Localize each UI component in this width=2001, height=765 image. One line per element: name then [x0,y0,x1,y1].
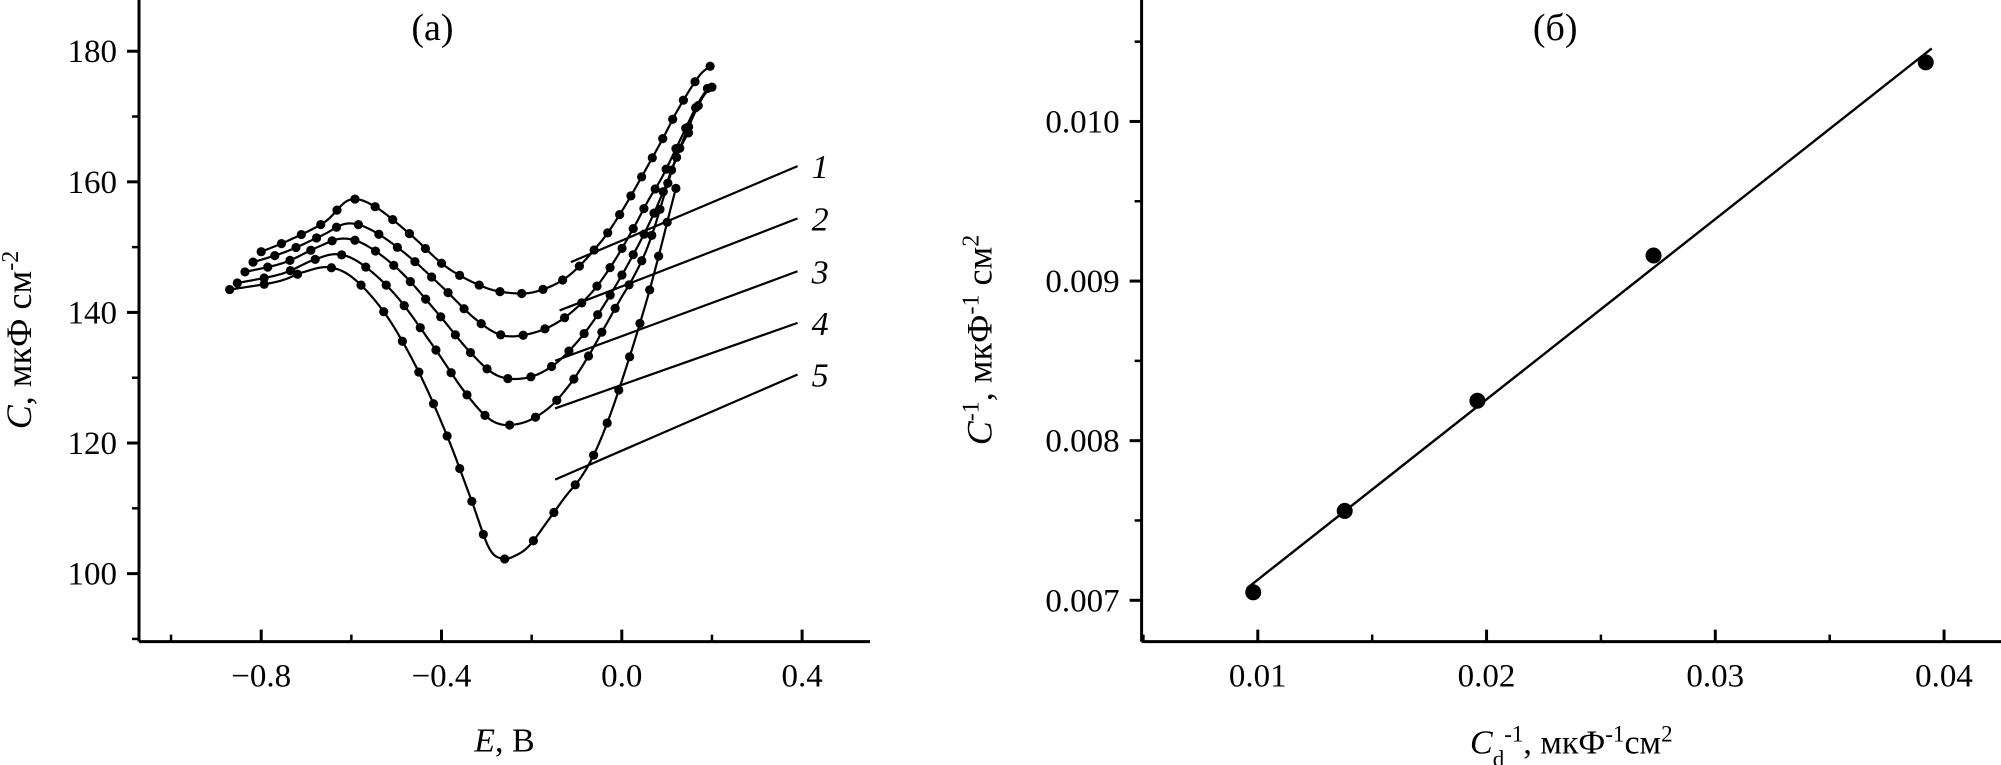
svg-text:160: 160 [68,165,118,201]
svg-text:1: 1 [812,149,829,186]
svg-text:−0.4: −0.4 [412,659,472,695]
svg-text:0.03: 0.03 [1686,659,1744,695]
svg-text:3: 3 [811,254,829,291]
svg-text:0.010: 0.010 [1045,104,1119,140]
svg-text:0.04: 0.04 [1915,659,1973,695]
svg-text:0.02: 0.02 [1458,659,1516,695]
svg-text:−0.8: −0.8 [231,659,291,695]
svg-text:4: 4 [812,306,829,343]
svg-text:2: 2 [812,201,829,238]
svg-text:0.01: 0.01 [1229,659,1287,695]
svg-text:0.007: 0.007 [1045,583,1119,619]
svg-text:C, мкФ см-2: C, мкФ см-2 [0,251,39,430]
svg-text:0.4: 0.4 [781,659,822,695]
svg-text:0.008: 0.008 [1045,424,1119,460]
svg-text:100: 100 [68,557,118,593]
svg-text:5: 5 [812,357,829,394]
svg-text:120: 120 [68,426,118,462]
svg-text:0.0: 0.0 [601,659,642,695]
svg-text:0.009: 0.009 [1045,264,1119,300]
svg-text:140: 140 [68,295,118,331]
svg-text:(б): (б) [1533,7,1578,49]
svg-text:(а): (а) [411,7,453,49]
svg-text:E, В: E, В [473,723,534,760]
svg-text:180: 180 [68,34,118,70]
